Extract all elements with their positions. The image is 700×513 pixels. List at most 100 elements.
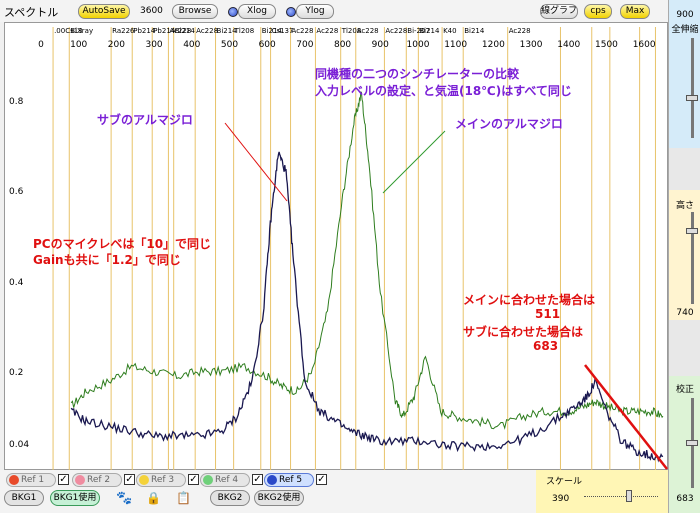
toolbar: スペクトル AutoSave 3600 Browse Xlog Ylog 線グラ… — [0, 0, 668, 22]
x-tick-label: 100 — [70, 40, 87, 50]
clipboard-icon[interactable]: 📋 — [176, 491, 191, 505]
calibration-value: 683 — [676, 494, 694, 504]
scale-slider[interactable] — [584, 496, 658, 498]
bkg1-use-button[interactable]: BKG1使用 — [50, 490, 100, 506]
paw-icon[interactable]: 🐾 — [116, 491, 133, 506]
line-graph-button[interactable]: 線グラフ — [540, 4, 578, 19]
isotope-label: Ac228 — [292, 27, 314, 35]
sub-armadillo-label: サブのアルマジロ — [97, 113, 193, 127]
isotope-label: Bi214 — [464, 27, 485, 35]
fit-sub-value: 683 — [533, 339, 559, 353]
autosave-interval: 3600 — [140, 6, 163, 16]
isotope-label: Bi214 — [419, 27, 440, 35]
ylog-radio[interactable] — [286, 7, 296, 17]
zoom-all-knob[interactable] — [686, 95, 698, 101]
ref5-color-icon — [267, 475, 277, 485]
x-tick-label: 1300 — [520, 40, 543, 50]
height-slider[interactable] — [691, 212, 694, 304]
sub-series-line — [70, 151, 664, 463]
isotope-label: Ac228 — [316, 27, 338, 35]
browse-button[interactable]: Browse — [172, 4, 218, 19]
x-tick-label: 300 — [145, 40, 162, 50]
height-knob[interactable] — [686, 228, 698, 234]
ref4-checkbox[interactable]: ✓ — [252, 474, 263, 485]
ref5-button[interactable]: Ref 5 — [264, 473, 314, 487]
ref2-checkbox[interactable]: ✓ — [124, 474, 135, 485]
ref3-button[interactable]: Ref 3 — [136, 473, 186, 487]
x-tick-label: 1000 — [407, 40, 430, 50]
height-value: 740 — [676, 308, 694, 318]
main-armadillo-label: メインのアルマジロ — [455, 117, 563, 131]
isotope-label: Ac228 — [169, 27, 191, 35]
ref2-button[interactable]: Ref 2 — [72, 473, 122, 487]
isotope-label: Bi-207 — [407, 27, 430, 35]
x-tick-label: 1100 — [444, 40, 467, 50]
ref3-color-icon — [139, 475, 149, 485]
y-tick-label: 0.6 — [9, 187, 24, 197]
bottom-panel: Ref 1 ✓ Ref 2 ✓ Ref 3 ✓ Ref 4 ✓ Ref 5 ✓ … — [0, 470, 668, 513]
ref4-color-icon — [203, 475, 213, 485]
peak-markers — [52, 27, 656, 471]
main-series-line — [70, 91, 664, 430]
zoom-all-label: 全伸縮 — [671, 25, 699, 35]
cps-button[interactable]: cps — [584, 4, 612, 19]
autosave-button[interactable]: AutoSave — [78, 4, 130, 19]
pc-mic-note: PCのマイクレベは「10」で同じ — [33, 237, 212, 251]
gain-note: Gainも共に「1.2」で同じ — [33, 253, 181, 267]
fit-sub-label: サブに合わせた場合は — [463, 325, 584, 339]
isotope-label: Tl208 — [234, 27, 255, 35]
isotope-label: Ac228 — [357, 27, 379, 35]
isotope-label: Ac228 — [509, 27, 531, 35]
calibration-label: 校正 — [675, 385, 694, 395]
max-button[interactable]: Max — [620, 4, 650, 19]
x-tick-label: 600 — [259, 40, 276, 50]
ref3-checkbox[interactable]: ✓ — [188, 474, 199, 485]
ref4-button[interactable]: Ref 4 — [200, 473, 250, 487]
zoom-all-slider[interactable] — [691, 38, 694, 138]
calibration-knob[interactable] — [686, 440, 698, 446]
fit-pointer-line — [584, 364, 668, 470]
isotope-label: Ac228 — [385, 27, 407, 35]
isotope-label: BiXray — [70, 27, 93, 35]
x-tick-label: 400 — [183, 40, 200, 50]
spectrum-plot[interactable]: .00Cs13 BiXray Ra226 Pb214 Pb214 Ac228 Bi214 Ac… — [4, 22, 668, 471]
ylog-button[interactable]: Ylog — [296, 4, 334, 19]
x-axis-ticks: 0 100 200 300 400 500 600 700 800 900 1000 1100 1200… — [38, 40, 656, 50]
comparison-subtitle: 入力レベルの設定、と気温(18℃)はすべて同じ — [315, 84, 572, 98]
x-tick-label: 200 — [108, 40, 125, 50]
fit-main-value: 511 — [535, 307, 561, 321]
isotope-label: Pb214 — [133, 27, 156, 35]
isotope-label: Cs137 — [272, 27, 294, 35]
lock-icon[interactable]: 🔒 — [146, 491, 161, 505]
bkg2-use-button[interactable]: BKG2使用 — [254, 490, 304, 506]
isotope-label: Bi214 — [262, 27, 283, 35]
isotope-label: Bi214 — [175, 27, 196, 35]
xlog-button[interactable]: Xlog — [238, 4, 276, 19]
height-panel — [669, 190, 700, 320]
ref5-checkbox[interactable]: ✓ — [316, 474, 327, 485]
main-pointer-line — [382, 130, 446, 194]
ref1-checkbox[interactable]: ✓ — [58, 474, 69, 485]
x-tick-label: 800 — [334, 40, 351, 50]
sub-pointer-line — [224, 122, 288, 202]
y-tick-label: 0.8 — [9, 97, 24, 107]
right-control-panel: 900 全伸縮 高さ 740 校正 683 — [668, 0, 700, 513]
scale-panel — [536, 470, 668, 513]
x-tick-label: 900 — [372, 40, 389, 50]
ref1-button[interactable]: Ref 1 — [6, 473, 56, 487]
scale-label: スケール — [546, 477, 583, 487]
xlog-radio[interactable] — [228, 7, 238, 17]
fit-main-label: メインに合わせた場合は — [463, 293, 596, 307]
x-tick-label: 1500 — [595, 40, 618, 50]
x-tick-label: 700 — [296, 40, 313, 50]
bkg1-button[interactable]: BKG1 — [4, 490, 44, 506]
y-tick-label: 0.4 — [9, 278, 24, 288]
bkg2-button[interactable]: BKG2 — [210, 490, 250, 506]
ref1-color-icon — [9, 475, 19, 485]
zoom-all-panel — [669, 0, 700, 148]
isotope-label: Bi214 — [217, 27, 238, 35]
isotope-label: .00Cs13 — [54, 27, 83, 35]
scale-slider-knob[interactable] — [626, 490, 632, 502]
